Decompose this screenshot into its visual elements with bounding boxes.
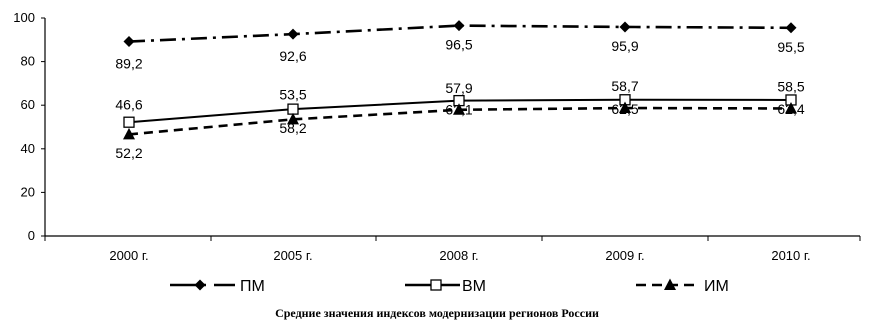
x-tick-label: 2010 г. bbox=[771, 248, 810, 263]
data-label: 58,2 bbox=[279, 120, 306, 136]
y-tick-label: 20 bbox=[21, 184, 35, 199]
x-tick-label: 2009 г. bbox=[605, 248, 644, 263]
series-line-1 bbox=[128, 24, 792, 43]
line-chart: 0 20 40 60 80 100 2000 г. 2005 г. 2008 г. 2009 г.… bbox=[13, 10, 861, 295]
y-tick-label: 40 bbox=[21, 141, 35, 156]
data-point-marker bbox=[123, 36, 135, 48]
data-label: 46,6 bbox=[115, 96, 142, 112]
chart-axes: 0 20 40 60 80 100 2000 г. 2005 г. 2008 г. 2009 г.… bbox=[13, 10, 861, 263]
data-point-marker bbox=[123, 127, 135, 140]
legend-marker bbox=[194, 279, 206, 291]
y-tick-label: 100 bbox=[13, 10, 35, 25]
data-point-marker bbox=[287, 28, 299, 40]
data-label: 95,9 bbox=[611, 38, 638, 54]
data-label: 92,6 bbox=[279, 48, 306, 64]
chart-caption: Средние значения индексов модернизации р… bbox=[275, 306, 599, 320]
data-label: 89,2 bbox=[115, 56, 142, 72]
x-tick-label: 2000 г. bbox=[109, 248, 148, 263]
data-label: 58,5 bbox=[777, 78, 804, 94]
data-point-marker bbox=[619, 21, 631, 33]
data-point-marker bbox=[123, 116, 135, 128]
data-labels: 89,2 92,6 96,5 95,9 95,5 52,2 58,2 62,1 62,5 62,4… bbox=[115, 37, 804, 162]
legend-label: ВМ bbox=[462, 278, 486, 295]
legend-marker bbox=[664, 278, 676, 290]
data-point-marker bbox=[785, 101, 797, 114]
data-label: 57,9 bbox=[445, 80, 472, 96]
series-markers bbox=[123, 20, 797, 140]
data-label: 95,5 bbox=[777, 39, 804, 55]
data-point-marker bbox=[287, 112, 299, 125]
x-tick-label: 2005 г. bbox=[273, 248, 312, 263]
data-label: 62,5 bbox=[611, 101, 638, 117]
x-tick-label: 2008 г. bbox=[439, 248, 478, 263]
data-point-marker bbox=[785, 22, 797, 34]
data-point-marker bbox=[453, 20, 465, 32]
data-point-marker bbox=[453, 103, 465, 115]
data-point-marker bbox=[287, 103, 299, 115]
data-label: 62,1 bbox=[445, 102, 472, 118]
data-label: 52,2 bbox=[115, 145, 142, 161]
data-label: 96,5 bbox=[445, 37, 472, 53]
data-label: 58,7 bbox=[611, 78, 638, 94]
legend-label: ПМ bbox=[240, 278, 265, 295]
legend-marker bbox=[430, 279, 442, 291]
legend-label: ИМ bbox=[704, 278, 729, 295]
y-tick-label: 60 bbox=[21, 97, 35, 112]
y-tick-label: 0 bbox=[28, 228, 35, 243]
y-tick-label: 80 bbox=[21, 54, 35, 69]
chart-legend: ПМ ВМ ИМ bbox=[170, 278, 729, 295]
data-label: 53,5 bbox=[279, 86, 306, 102]
data-point-marker bbox=[619, 101, 631, 114]
data-label: 62,4 bbox=[777, 101, 804, 117]
